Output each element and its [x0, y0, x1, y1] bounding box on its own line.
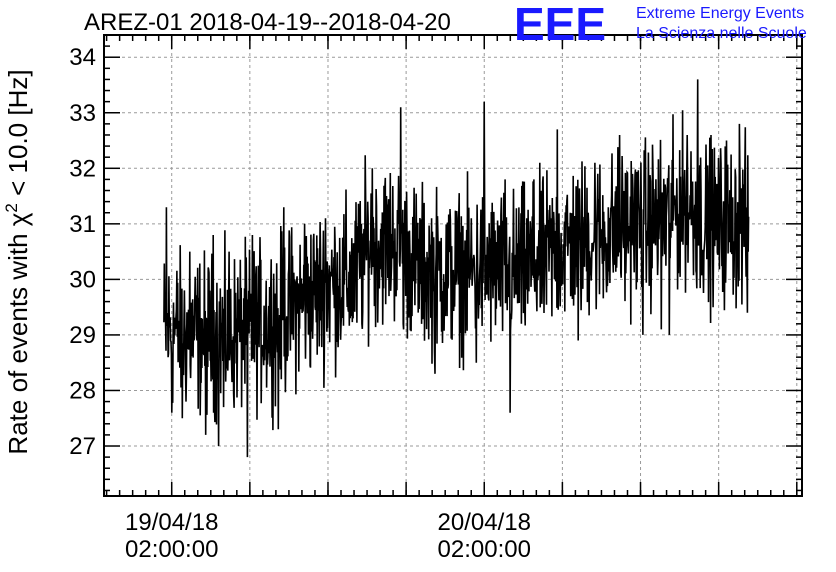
y-tick-label: 30: [69, 266, 96, 293]
axis-ticks: [104, 35, 802, 496]
series-line: [163, 79, 750, 458]
plot-frame: [103, 34, 803, 497]
y-tick-label: 33: [69, 100, 96, 127]
eee-logo: EEE Extreme Energy Events La Scienza nel…: [514, 0, 807, 50]
y-tick-label: 34: [69, 44, 96, 71]
x-tick-label-time: 02:00:00: [438, 536, 531, 563]
y-axis-label: Rate of events with χ2 < 10.0 [Hz]: [2, 69, 33, 454]
logo-line-2: La Scienza nelle Scuole: [636, 25, 807, 42]
logo-mark: EEE: [514, 0, 606, 50]
y-tick-label: 27: [69, 433, 96, 460]
y-axis-label-symbol: χ: [3, 212, 33, 226]
y-axis-label-suffix: < 10.0 [Hz]: [3, 69, 33, 203]
series-rate: [163, 79, 750, 458]
chart-title: AREZ-01 2018-04-19--2018-04-20: [84, 9, 451, 36]
x-tick-label-date: 20/04/18: [438, 509, 531, 536]
x-tick-label-date: 19/04/18: [125, 509, 218, 536]
y-tick-label: 28: [69, 377, 96, 404]
x-tick-label-time: 02:00:00: [125, 536, 218, 563]
y-tick-labels: 27 28 29 30 31 32 33 34: [69, 44, 96, 460]
y-tick-label: 32: [69, 155, 96, 182]
y-axis-label-superscript: 2: [2, 203, 21, 212]
y-axis-label-prefix: Rate of events with: [3, 226, 33, 454]
y-tick-label: 31: [69, 211, 96, 238]
y-tick-label: 29: [69, 322, 96, 349]
logo-line-1: Extreme Energy Events: [636, 5, 804, 22]
